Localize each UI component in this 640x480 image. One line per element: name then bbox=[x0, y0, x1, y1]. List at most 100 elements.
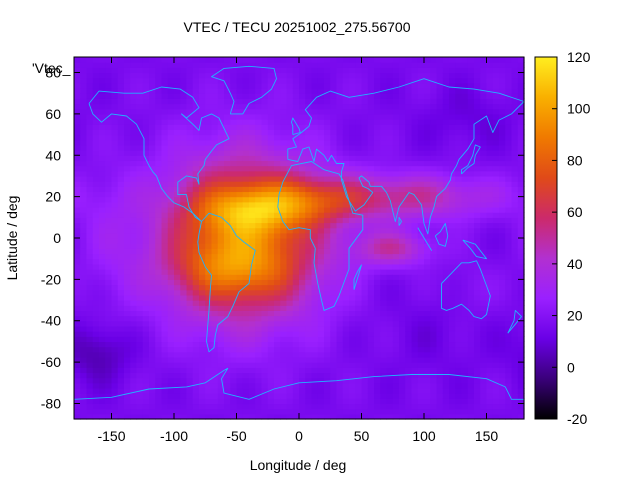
heatmap-cell bbox=[380, 72, 388, 79]
heatmap-cell bbox=[167, 217, 175, 224]
heatmap-cell bbox=[180, 155, 188, 162]
heatmap-cell bbox=[349, 294, 356, 301]
heatmap-cell bbox=[449, 98, 456, 105]
heatmap-cell bbox=[380, 238, 388, 244]
heatmap-cell bbox=[449, 263, 456, 270]
heatmap-cell bbox=[349, 393, 356, 399]
heatmap-cell bbox=[217, 82, 225, 89]
heatmap-cell bbox=[467, 201, 475, 208]
heatmap-cell bbox=[511, 269, 519, 275]
heatmap-cell bbox=[417, 398, 425, 405]
heatmap-cell bbox=[442, 134, 450, 141]
heatmap-cell bbox=[230, 300, 238, 306]
heatmap-cell bbox=[211, 108, 219, 115]
heatmap-cell bbox=[274, 150, 281, 156]
heatmap-cell bbox=[149, 367, 156, 374]
heatmap-cell bbox=[317, 403, 325, 410]
heatmap-cell bbox=[399, 113, 406, 120]
heatmap-cell bbox=[192, 367, 200, 374]
heatmap-cell bbox=[305, 408, 313, 415]
heatmap-cell bbox=[311, 325, 319, 332]
heatmap-cell bbox=[305, 325, 313, 332]
heatmap-cell bbox=[130, 403, 138, 410]
heatmap-cell bbox=[374, 243, 381, 249]
heatmap-cell bbox=[161, 134, 169, 141]
heatmap-cell bbox=[167, 206, 175, 213]
heatmap-cell bbox=[286, 258, 294, 265]
heatmap-cell bbox=[242, 160, 250, 167]
heatmap-cell bbox=[142, 222, 150, 229]
heatmap-cell bbox=[336, 269, 344, 275]
heatmap-cell bbox=[461, 325, 469, 332]
heatmap-cell bbox=[405, 263, 413, 270]
heatmap-cell bbox=[467, 331, 475, 337]
heatmap-cell bbox=[299, 243, 306, 249]
heatmap-cell bbox=[442, 108, 450, 115]
heatmap-cell bbox=[442, 408, 450, 415]
heatmap-cell bbox=[399, 217, 406, 224]
heatmap-cell bbox=[361, 77, 369, 84]
heatmap-cell bbox=[386, 181, 394, 187]
heatmap-cell bbox=[217, 201, 225, 208]
heatmap-cell bbox=[324, 310, 331, 317]
heatmap-cell bbox=[430, 155, 438, 162]
heatmap-cell bbox=[399, 232, 406, 239]
heatmap-cell bbox=[217, 108, 225, 115]
heatmap-cell bbox=[174, 227, 181, 234]
heatmap-cell bbox=[217, 367, 225, 374]
heatmap-cell bbox=[392, 175, 400, 182]
heatmap-cell bbox=[186, 67, 194, 74]
heatmap-cell bbox=[111, 119, 119, 125]
heatmap-cell bbox=[136, 119, 144, 125]
heatmap-cell bbox=[286, 150, 294, 156]
heatmap-cell bbox=[349, 377, 356, 384]
heatmap-cell bbox=[236, 310, 244, 317]
heatmap-cell bbox=[124, 284, 131, 291]
heatmap-cell bbox=[367, 144, 375, 151]
heatmap-cell bbox=[411, 165, 419, 172]
heatmap-cell bbox=[405, 181, 413, 187]
heatmap-cell bbox=[330, 300, 338, 306]
heatmap-cell bbox=[80, 67, 88, 74]
heatmap-cell bbox=[336, 362, 344, 368]
heatmap-cell bbox=[405, 305, 413, 311]
heatmap-cell bbox=[449, 129, 456, 136]
heatmap-cell bbox=[374, 124, 381, 130]
heatmap-cell bbox=[217, 72, 225, 79]
heatmap-cell bbox=[249, 305, 256, 311]
heatmap-cell bbox=[186, 155, 194, 162]
heatmap-cell bbox=[305, 139, 313, 146]
heatmap-cell bbox=[436, 150, 444, 156]
heatmap-cell bbox=[461, 186, 469, 193]
heatmap-cell bbox=[136, 113, 144, 120]
heatmap-cell bbox=[117, 398, 125, 405]
heatmap-cell bbox=[174, 206, 181, 213]
heatmap-cell bbox=[324, 356, 331, 363]
heatmap-cell bbox=[361, 191, 369, 198]
heatmap-cell bbox=[405, 186, 413, 193]
heatmap-cell bbox=[505, 108, 513, 115]
heatmap-cell bbox=[405, 119, 413, 125]
heatmap-cell bbox=[117, 331, 125, 337]
heatmap-cell bbox=[486, 274, 494, 280]
heatmap-cell bbox=[436, 77, 444, 84]
heatmap-cell bbox=[174, 356, 181, 363]
heatmap-cell bbox=[174, 377, 181, 384]
heatmap-cell bbox=[149, 331, 156, 337]
heatmap-cell bbox=[255, 144, 263, 151]
heatmap-cell bbox=[386, 227, 394, 234]
heatmap-cell bbox=[424, 284, 431, 291]
heatmap-cell bbox=[392, 155, 400, 162]
heatmap-cell bbox=[224, 372, 231, 379]
heatmap-cell bbox=[130, 165, 138, 172]
heatmap-cell bbox=[274, 232, 281, 239]
heatmap-cell bbox=[442, 181, 450, 187]
heatmap-cell bbox=[242, 82, 250, 89]
heatmap-cell bbox=[192, 103, 200, 110]
heatmap-cell bbox=[486, 181, 494, 187]
heatmap-cell bbox=[161, 186, 169, 193]
heatmap-cell bbox=[236, 253, 244, 260]
heatmap-cell bbox=[136, 320, 144, 327]
heatmap-cell bbox=[211, 139, 219, 146]
heatmap-cell bbox=[174, 258, 181, 265]
